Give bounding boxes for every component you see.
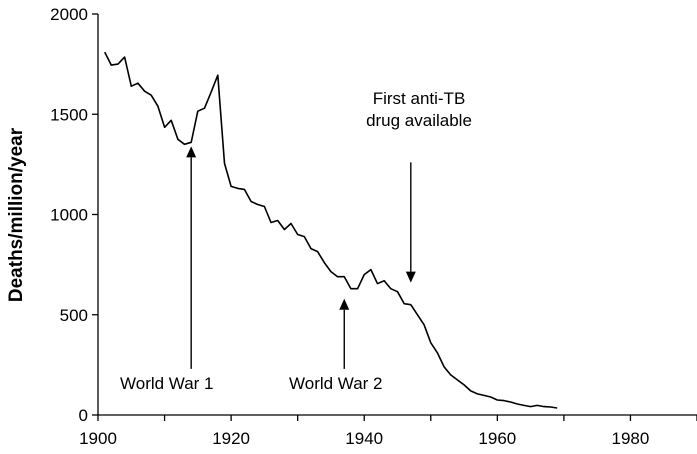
annotation-arrow-head: [186, 146, 197, 158]
annotation-arrow-head: [405, 271, 416, 283]
y-tick-label: 2000: [50, 5, 88, 24]
x-ticks: 1900 1920 1940 1960 1980: [79, 415, 697, 448]
y-tick-label: 1500: [50, 105, 88, 124]
y-tick-label: 0: [79, 406, 88, 425]
y-axis-label: Deaths/million/year: [6, 127, 27, 302]
annotation-arrow-head: [339, 298, 350, 310]
y-ticks: 0 500 1000 1500 2000: [50, 5, 98, 425]
y-tick-label: 500: [60, 306, 88, 325]
annotation-world-war-1: World War 1: [120, 374, 214, 393]
x-tick-label: 1980: [612, 429, 650, 448]
x-tick-label: 1920: [212, 429, 250, 448]
x-tick-label: 1900: [79, 429, 117, 448]
annotation-arrows: [186, 146, 416, 369]
annotation-anti-tb-line-2: drug available: [366, 111, 472, 130]
x-tick-label: 1960: [478, 429, 516, 448]
y-tick-label: 1000: [50, 206, 88, 225]
x-tick-label: 1940: [345, 429, 383, 448]
annotation-anti-tb-line-1: First anti-TB: [373, 89, 466, 108]
series-line: [103, 51, 558, 409]
axes: 0 500 1000 1500 2000 1900 1920 1940 1960 1980: [50, 5, 697, 448]
annotation-world-war-2: World War 2: [289, 374, 383, 393]
